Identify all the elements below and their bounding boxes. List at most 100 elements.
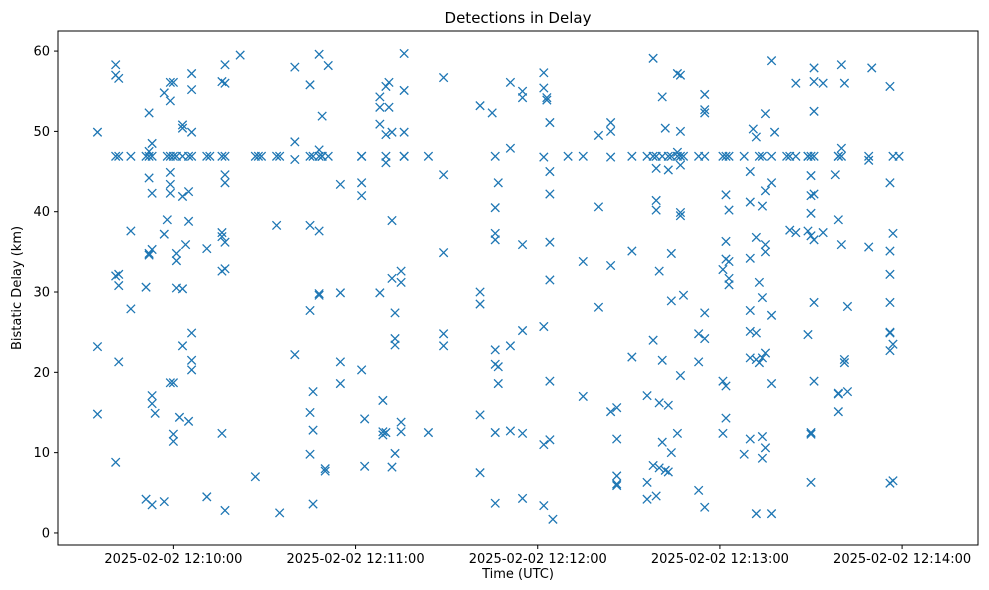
detection-marker — [114, 269, 124, 280]
detection-marker — [390, 333, 400, 344]
detection-marker — [612, 434, 622, 444]
detection-marker — [700, 502, 710, 512]
detection-marker — [183, 216, 194, 227]
detection-marker — [186, 127, 197, 137]
detection-marker — [375, 92, 385, 102]
detection-marker — [314, 226, 324, 236]
detection-marker — [177, 341, 188, 351]
detection-marker — [505, 341, 516, 351]
detection-marker — [305, 449, 315, 459]
detection-marker — [539, 83, 549, 93]
detection-marker — [745, 305, 755, 316]
detection-marker — [751, 132, 762, 142]
detection-marker — [381, 427, 391, 438]
detection-marker — [168, 77, 179, 88]
plot-frame — [57, 30, 979, 546]
detection-marker — [885, 328, 895, 338]
detection-marker — [174, 412, 185, 422]
detection-marker — [220, 151, 230, 161]
detection-marker — [651, 163, 661, 173]
detection-marker — [92, 127, 103, 137]
detection-marker — [672, 147, 683, 157]
detection-marker — [833, 151, 843, 161]
detection-marker — [867, 63, 877, 73]
detection-marker — [642, 494, 652, 504]
detection-marker — [217, 428, 227, 439]
detection-marker — [220, 264, 230, 274]
detection-marker — [757, 201, 768, 211]
detection-marker — [888, 228, 898, 239]
detection-marker — [666, 447, 676, 458]
detection-marker — [308, 425, 318, 435]
detection-marker — [605, 126, 616, 137]
detection-marker — [220, 505, 230, 516]
detection-marker — [186, 365, 197, 375]
detection-marker — [539, 439, 549, 450]
detection-marker — [806, 151, 816, 161]
detection-marker — [438, 72, 449, 83]
detection-marker — [399, 151, 409, 161]
detection-marker — [745, 197, 755, 207]
detection-marker — [888, 339, 898, 349]
detection-marker — [657, 355, 667, 365]
detection-marker — [766, 151, 777, 161]
detection-marker — [754, 277, 765, 288]
detection-marker — [542, 95, 552, 105]
detection-marker — [657, 92, 667, 102]
detection-marker — [766, 178, 777, 188]
detection-marker — [360, 414, 370, 424]
detection-marker — [114, 357, 124, 367]
detection-marker — [505, 143, 516, 153]
detection-marker — [806, 477, 816, 488]
detection-marker — [700, 333, 710, 344]
detection-marker — [605, 152, 616, 162]
detection-marker — [678, 290, 689, 300]
detection-marker — [809, 189, 819, 199]
detection-marker — [718, 376, 728, 386]
detection-marker — [654, 463, 664, 473]
detection-marker — [654, 398, 664, 408]
detection-marker — [809, 151, 819, 161]
detection-marker — [757, 431, 768, 442]
detection-marker — [114, 280, 124, 291]
detection-marker — [390, 308, 400, 318]
detection-marker — [754, 151, 765, 161]
detection-marker — [217, 151, 227, 161]
detection-marker — [760, 109, 771, 119]
detection-marker — [162, 215, 172, 225]
detection-marker — [320, 464, 330, 474]
detection-marker — [842, 386, 853, 397]
detection-marker — [305, 151, 315, 161]
detection-marker — [396, 417, 406, 427]
detection-marker — [202, 492, 212, 502]
detection-marker — [605, 117, 616, 128]
detection-marker — [806, 231, 816, 241]
detection-marker — [250, 472, 261, 482]
detection-marker — [356, 151, 367, 161]
detection-marker — [490, 228, 500, 239]
detection-marker — [186, 151, 197, 161]
detection-marker — [757, 453, 768, 463]
detection-marker — [274, 508, 285, 518]
detection-marker — [505, 77, 516, 88]
detection-marker — [760, 443, 771, 453]
detection-marker — [141, 282, 151, 292]
detection-marker — [375, 288, 385, 298]
detection-marker — [217, 76, 227, 87]
detection-marker — [548, 514, 558, 524]
detection-marker — [305, 220, 315, 231]
detection-marker — [612, 403, 622, 413]
detection-marker — [578, 151, 588, 161]
detection-marker — [396, 266, 406, 276]
detection-marker — [605, 260, 616, 271]
detection-marker — [836, 151, 847, 161]
detection-marker — [539, 500, 549, 511]
detection-marker — [517, 428, 528, 439]
detection-marker — [612, 479, 622, 489]
detection-marker — [438, 170, 449, 180]
detection-marker — [111, 151, 121, 161]
detection-marker — [186, 328, 197, 338]
detection-marker — [700, 308, 710, 318]
detection-marker — [539, 152, 549, 162]
